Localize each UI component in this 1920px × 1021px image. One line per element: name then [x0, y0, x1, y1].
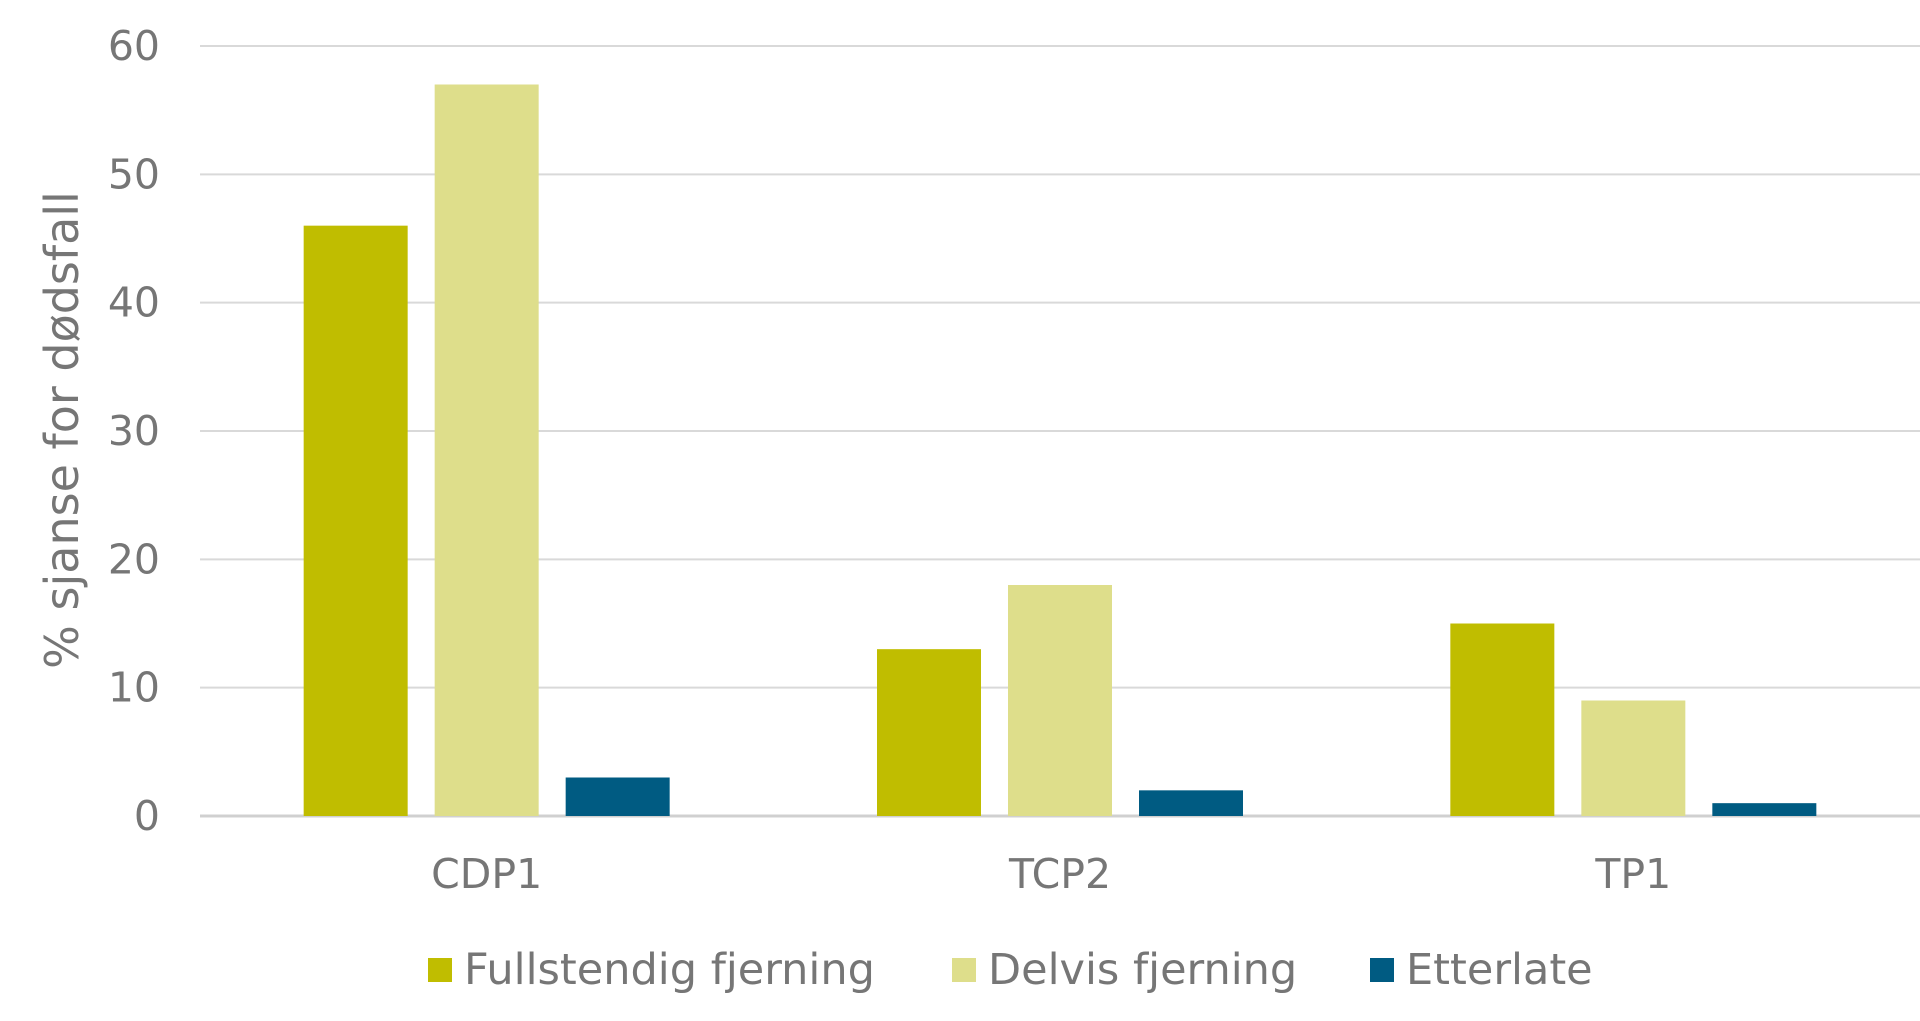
- y-tick-label: 10: [108, 664, 160, 712]
- x-axis-category-labels: CDP1 TCP2 TP1: [431, 850, 1671, 898]
- bar-cdp1-2: [434, 84, 539, 816]
- legend-swatch: [1370, 958, 1394, 982]
- legend-label: Delvis fjerning: [988, 945, 1297, 995]
- bar-tp1-1: [1450, 623, 1555, 816]
- x-category-label: CDP1: [431, 850, 542, 898]
- y-tick-label: 0: [134, 792, 160, 840]
- legend-swatch: [952, 958, 976, 982]
- y-tick-label: 20: [108, 535, 160, 583]
- bar-tp1-3: [1712, 803, 1817, 816]
- bars: [303, 84, 1817, 816]
- legend-label: Fullstendig fjerning: [464, 945, 875, 995]
- legend: Fullstendig fjerning Delvis fjerning Etter…: [428, 945, 1593, 995]
- y-axis-title: % sjanse for dødsfall: [35, 191, 89, 669]
- x-category-label: TCP2: [1008, 850, 1111, 898]
- y-tick-label: 40: [108, 279, 160, 327]
- bar-tp1-2: [1581, 700, 1686, 816]
- bar-cdp1-1: [303, 225, 408, 816]
- legend-swatch: [428, 958, 452, 982]
- legend-label: Etterlate: [1406, 945, 1593, 995]
- y-tick-label: 50: [108, 150, 160, 198]
- bar-tcp2-2: [1008, 585, 1112, 816]
- bar-cdp1-3: [565, 777, 670, 816]
- bar-tcp2-1: [877, 649, 981, 816]
- y-tick-label: 60: [108, 22, 160, 70]
- x-category-label: TP1: [1594, 850, 1671, 898]
- y-axis-tick-labels: 0 10 20 30 40 50 60: [108, 22, 160, 840]
- y-tick-label: 30: [108, 407, 160, 455]
- bar-tcp2-3: [1139, 790, 1243, 816]
